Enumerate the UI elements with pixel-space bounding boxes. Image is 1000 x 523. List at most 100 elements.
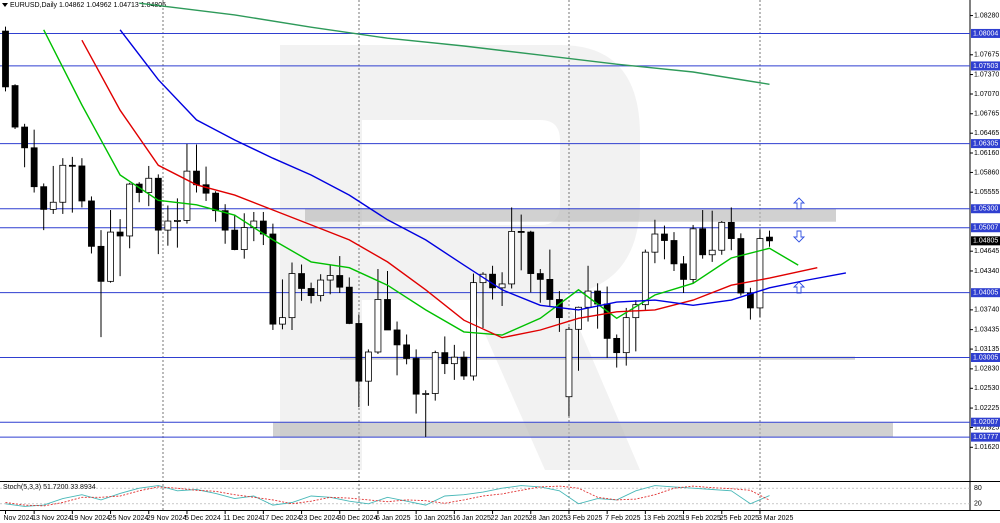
candle-body — [393, 329, 401, 346]
candle-body — [68, 164, 76, 167]
candle-body — [661, 233, 668, 241]
level-label: 1.06305 — [973, 140, 998, 147]
candle-body — [727, 221, 735, 239]
arrow-up — [792, 281, 806, 294]
candle-body — [345, 286, 353, 324]
candle-body — [508, 231, 516, 285]
candle-body — [536, 273, 544, 280]
y-tick-label: 1.06465 — [974, 130, 999, 137]
candle-body — [708, 249, 716, 256]
level-label-box — [971, 223, 1000, 233]
candle-body — [460, 356, 468, 377]
x-tick-label: 29 Nov 2024 — [147, 515, 187, 522]
y-tick-label: 1.06160 — [974, 150, 999, 157]
x-tick-label: 3 Feb 2025 — [567, 515, 603, 522]
candle-body — [718, 221, 726, 251]
x-tick-label: 10 Jan 2025 — [414, 515, 453, 522]
candle-body — [517, 231, 525, 233]
candle-body — [49, 201, 57, 210]
y-tick-label: 1.02225 — [974, 405, 999, 412]
candle-body — [546, 278, 554, 300]
candle-body — [403, 344, 411, 359]
x-tick-label: 16 Jan 2025 — [452, 515, 491, 522]
header-triangle — [2, 3, 8, 7]
current-price-label: 1.04805 — [973, 238, 998, 245]
level-label-box — [971, 61, 1000, 71]
candle-body — [269, 233, 277, 325]
candle-body — [126, 183, 134, 237]
candle-body — [116, 231, 124, 237]
candle-body — [498, 283, 506, 289]
candle-body — [766, 236, 773, 242]
stoch-line — [5, 485, 770, 507]
level-label: 1.01777 — [973, 434, 998, 441]
x-tick-label: 30 Dec 2024 — [338, 515, 378, 522]
candle-body — [613, 337, 621, 354]
x-tick-label: 19 Feb 2025 — [682, 515, 721, 522]
x-tick-label: 25 Feb 2025 — [720, 515, 759, 522]
x-tick-label: 19 Nov 2024 — [70, 515, 110, 522]
ma-line — [139, 2, 770, 85]
candle-body — [21, 126, 29, 149]
ma-line — [119, 29, 847, 311]
candle-body — [97, 245, 105, 282]
candle-body — [756, 238, 764, 309]
candle-body — [88, 200, 95, 247]
candle-body — [11, 85, 19, 128]
candle-body — [431, 352, 439, 394]
candle-body — [288, 273, 296, 319]
watermark — [280, 45, 640, 470]
arrow-up — [792, 197, 806, 210]
y-tick-label: 1.02830 — [974, 366, 999, 373]
level-label-box — [971, 432, 1000, 442]
candle-body — [422, 393, 430, 395]
level-label: 1.02007 — [973, 419, 998, 426]
candle-body — [221, 210, 229, 231]
y-tick-label: 1.03435 — [974, 326, 999, 333]
level-label: 1.05007 — [973, 225, 998, 232]
candle-body — [450, 356, 458, 365]
candle-body — [193, 170, 200, 186]
zone — [273, 422, 893, 437]
candle-body — [154, 177, 162, 231]
candle-body — [737, 238, 745, 294]
stoch-title: Stoch(5,3,3) 51.7200 33.8934 — [3, 484, 96, 491]
level-label-box — [971, 288, 1000, 298]
y-tick-label: 1.01925 — [974, 424, 999, 431]
y-tick-label: 1.03135 — [974, 346, 999, 353]
x-tick-label: 6 Jan 2025 — [376, 515, 411, 522]
signal-arrows — [792, 197, 806, 294]
candle-body — [441, 352, 449, 365]
candle-body — [183, 170, 191, 221]
level-label-box — [971, 353, 1000, 363]
candle-body — [145, 177, 153, 193]
candle-body — [298, 273, 305, 289]
level-label: 1.07503 — [973, 63, 998, 70]
level-label-box — [971, 139, 1000, 149]
y-tick-label: 1.04645 — [974, 248, 999, 255]
stoch-line — [5, 485, 770, 507]
candle-body — [336, 275, 344, 288]
level-label-box — [971, 417, 1000, 427]
candle-body — [240, 227, 248, 250]
y-tick-label: 1.06765 — [974, 111, 999, 118]
zone — [340, 356, 855, 360]
candle-body — [78, 165, 86, 202]
candle-body — [107, 231, 114, 282]
level-label-box — [971, 204, 1000, 214]
candle-body — [689, 228, 697, 280]
x-tick-label: 13 Nov 2024 — [32, 515, 72, 522]
y-tick-label: 1.02530 — [974, 385, 999, 392]
candle-body — [747, 292, 754, 309]
candle-body — [565, 328, 573, 398]
candle-body — [470, 282, 477, 377]
y-tick-label: 1.03740 — [974, 307, 999, 314]
y-tick-label: 1.08280 — [974, 12, 999, 19]
candle-body — [40, 186, 48, 210]
candle-body — [680, 263, 687, 280]
candle-body — [2, 30, 9, 88]
x-tick-label: 5 Dec 2024 — [185, 515, 221, 522]
candle-body — [641, 251, 649, 306]
level-label: 1.05300 — [973, 206, 998, 213]
candle-body — [670, 240, 678, 265]
